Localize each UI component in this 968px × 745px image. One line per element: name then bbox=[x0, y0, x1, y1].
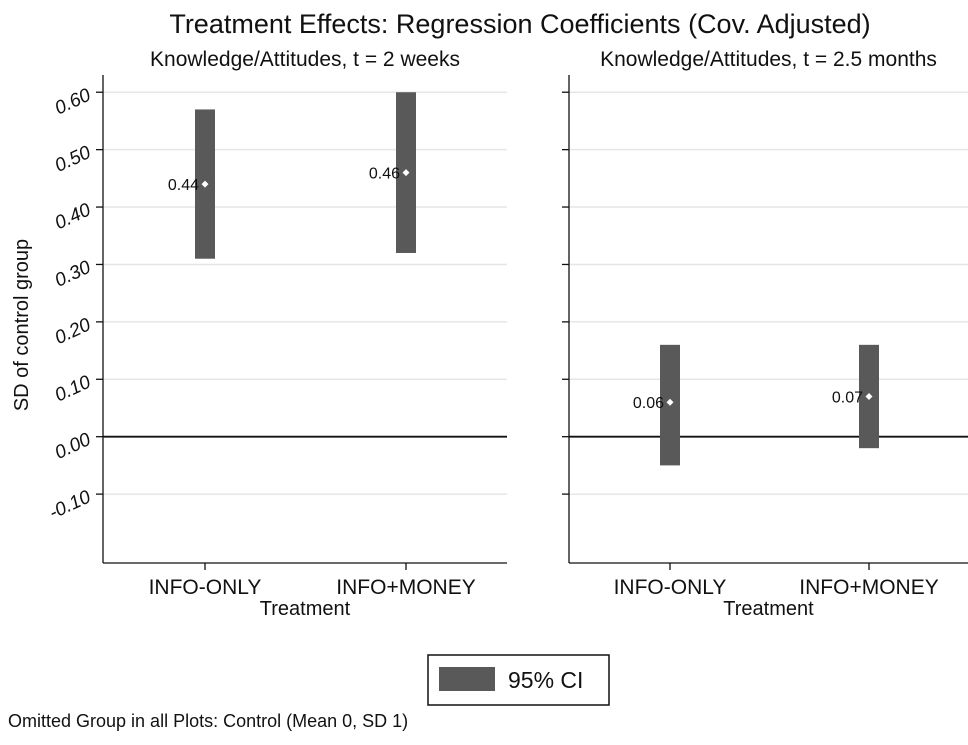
y-tick-label: 0.00 bbox=[52, 429, 95, 464]
chart-title: Treatment Effects: Regression Coefficien… bbox=[169, 9, 870, 39]
y-tick-label: 0.40 bbox=[52, 199, 95, 234]
y-tick-label: 0.50 bbox=[52, 142, 95, 177]
data-label: 0.44 bbox=[168, 177, 199, 194]
y-axis-title: SD of control group bbox=[11, 239, 33, 411]
y-tick-label: 0.10 bbox=[52, 372, 95, 407]
legend: 95% CI bbox=[427, 654, 610, 706]
x-axis-title: Treatment bbox=[260, 598, 351, 620]
point-estimate-marker bbox=[402, 169, 410, 177]
x-tick-label: INFO+MONEY bbox=[336, 576, 475, 599]
chart-note: Omitted Group in all Plots: Control (Mea… bbox=[8, 711, 408, 731]
x-tick-label: INFO+MONEY bbox=[799, 576, 938, 599]
data-label: 0.06 bbox=[633, 395, 664, 412]
panels-group: Knowledge/Attitudes, t = 2 weeks -0.10 0.0… bbox=[46, 48, 968, 620]
data-label: 0.07 bbox=[832, 390, 863, 407]
point-estimate-marker bbox=[201, 180, 209, 188]
x-axis-title: Treatment bbox=[723, 598, 814, 620]
panel-2: Knowledge/Attitudes, t = 2.5 months INFO-… bbox=[562, 48, 968, 620]
panel-1: Knowledge/Attitudes, t = 2 weeks -0.10 0.0… bbox=[46, 48, 507, 620]
y-tick-label: 0.60 bbox=[52, 85, 95, 120]
y-tick-label: -0.10 bbox=[46, 486, 95, 524]
point-estimate-marker bbox=[865, 393, 873, 401]
y-tick-label: 0.30 bbox=[52, 257, 95, 292]
point-estimate-marker bbox=[666, 398, 674, 406]
data-label: 0.46 bbox=[369, 166, 400, 183]
legend-label: 95% CI bbox=[508, 667, 583, 693]
x-tick-label: INFO-ONLY bbox=[614, 576, 727, 599]
panel-subtitle: Knowledge/Attitudes, t = 2.5 months bbox=[600, 48, 937, 71]
y-tick-label: 0.20 bbox=[52, 314, 95, 349]
panel-subtitle: Knowledge/Attitudes, t = 2 weeks bbox=[150, 48, 460, 71]
x-tick-label: INFO-ONLY bbox=[149, 576, 262, 599]
legend-swatch bbox=[439, 667, 495, 691]
